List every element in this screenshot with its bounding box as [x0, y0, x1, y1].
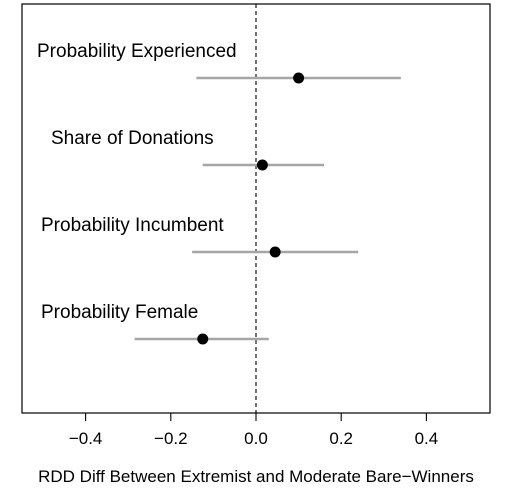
- x-tick-label: −0.4: [69, 429, 103, 448]
- x-axis: −0.4 −0.2 0.0 0.2 0.4: [69, 413, 438, 448]
- x-axis-title: RDD Diff Between Extremist and Moderate …: [38, 467, 474, 486]
- row-label: Share of Donations: [51, 128, 214, 149]
- x-tick-label: 0.0: [244, 429, 268, 448]
- row-label: Probability Incumbent: [41, 215, 224, 236]
- row-label: Probability Experienced: [37, 41, 237, 62]
- point-estimate: [293, 72, 305, 84]
- x-tick-label: 0.4: [415, 429, 439, 448]
- point-estimate: [269, 246, 281, 258]
- point-estimate: [256, 159, 268, 171]
- point-estimate: [197, 333, 209, 345]
- estimate-rows: Probability Experienced Share of Donation…: [37, 41, 401, 345]
- x-tick-label: −0.2: [154, 429, 188, 448]
- x-tick-label: 0.2: [329, 429, 353, 448]
- row-label: Probability Female: [41, 302, 198, 323]
